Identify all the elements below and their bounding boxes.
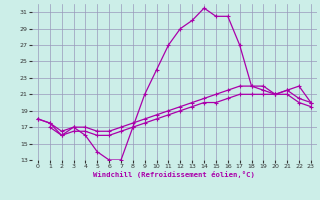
X-axis label: Windchill (Refroidissement éolien,°C): Windchill (Refroidissement éolien,°C) xyxy=(93,171,255,178)
